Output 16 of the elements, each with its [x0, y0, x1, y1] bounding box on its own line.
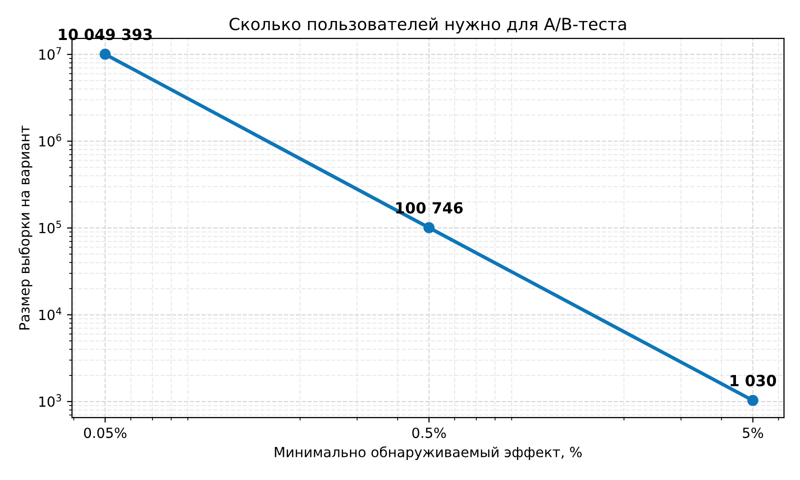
y-tick-label: 10$^{4}$ — [39, 308, 62, 320]
point — [747, 394, 758, 406]
y-tick-label: 10$^{5}$ — [39, 220, 61, 234]
y-tick-label: 10$^{7}$ — [39, 47, 61, 60]
x-tick-label: 5% — [742, 428, 764, 438]
x-tick-label: 0.05% — [84, 428, 126, 438]
data-label: 1 030 — [730, 374, 776, 386]
data-label: 100 746 — [396, 202, 463, 214]
chart-title: Сколько пользователей нужно для A/B-теста — [230, 17, 626, 34]
y-tick-label: 10$^{6}$ — [39, 134, 62, 147]
x-axis-title: Минимально обнаруживаемый эффект, % — [274, 446, 582, 460]
point — [423, 222, 435, 234]
y-axis-title: Размер выборки на вариант — [18, 126, 32, 330]
x-tick-label: 0.5% — [412, 428, 446, 438]
point — [100, 48, 111, 60]
y-tick-label: 10$^{3}$ — [39, 394, 62, 407]
